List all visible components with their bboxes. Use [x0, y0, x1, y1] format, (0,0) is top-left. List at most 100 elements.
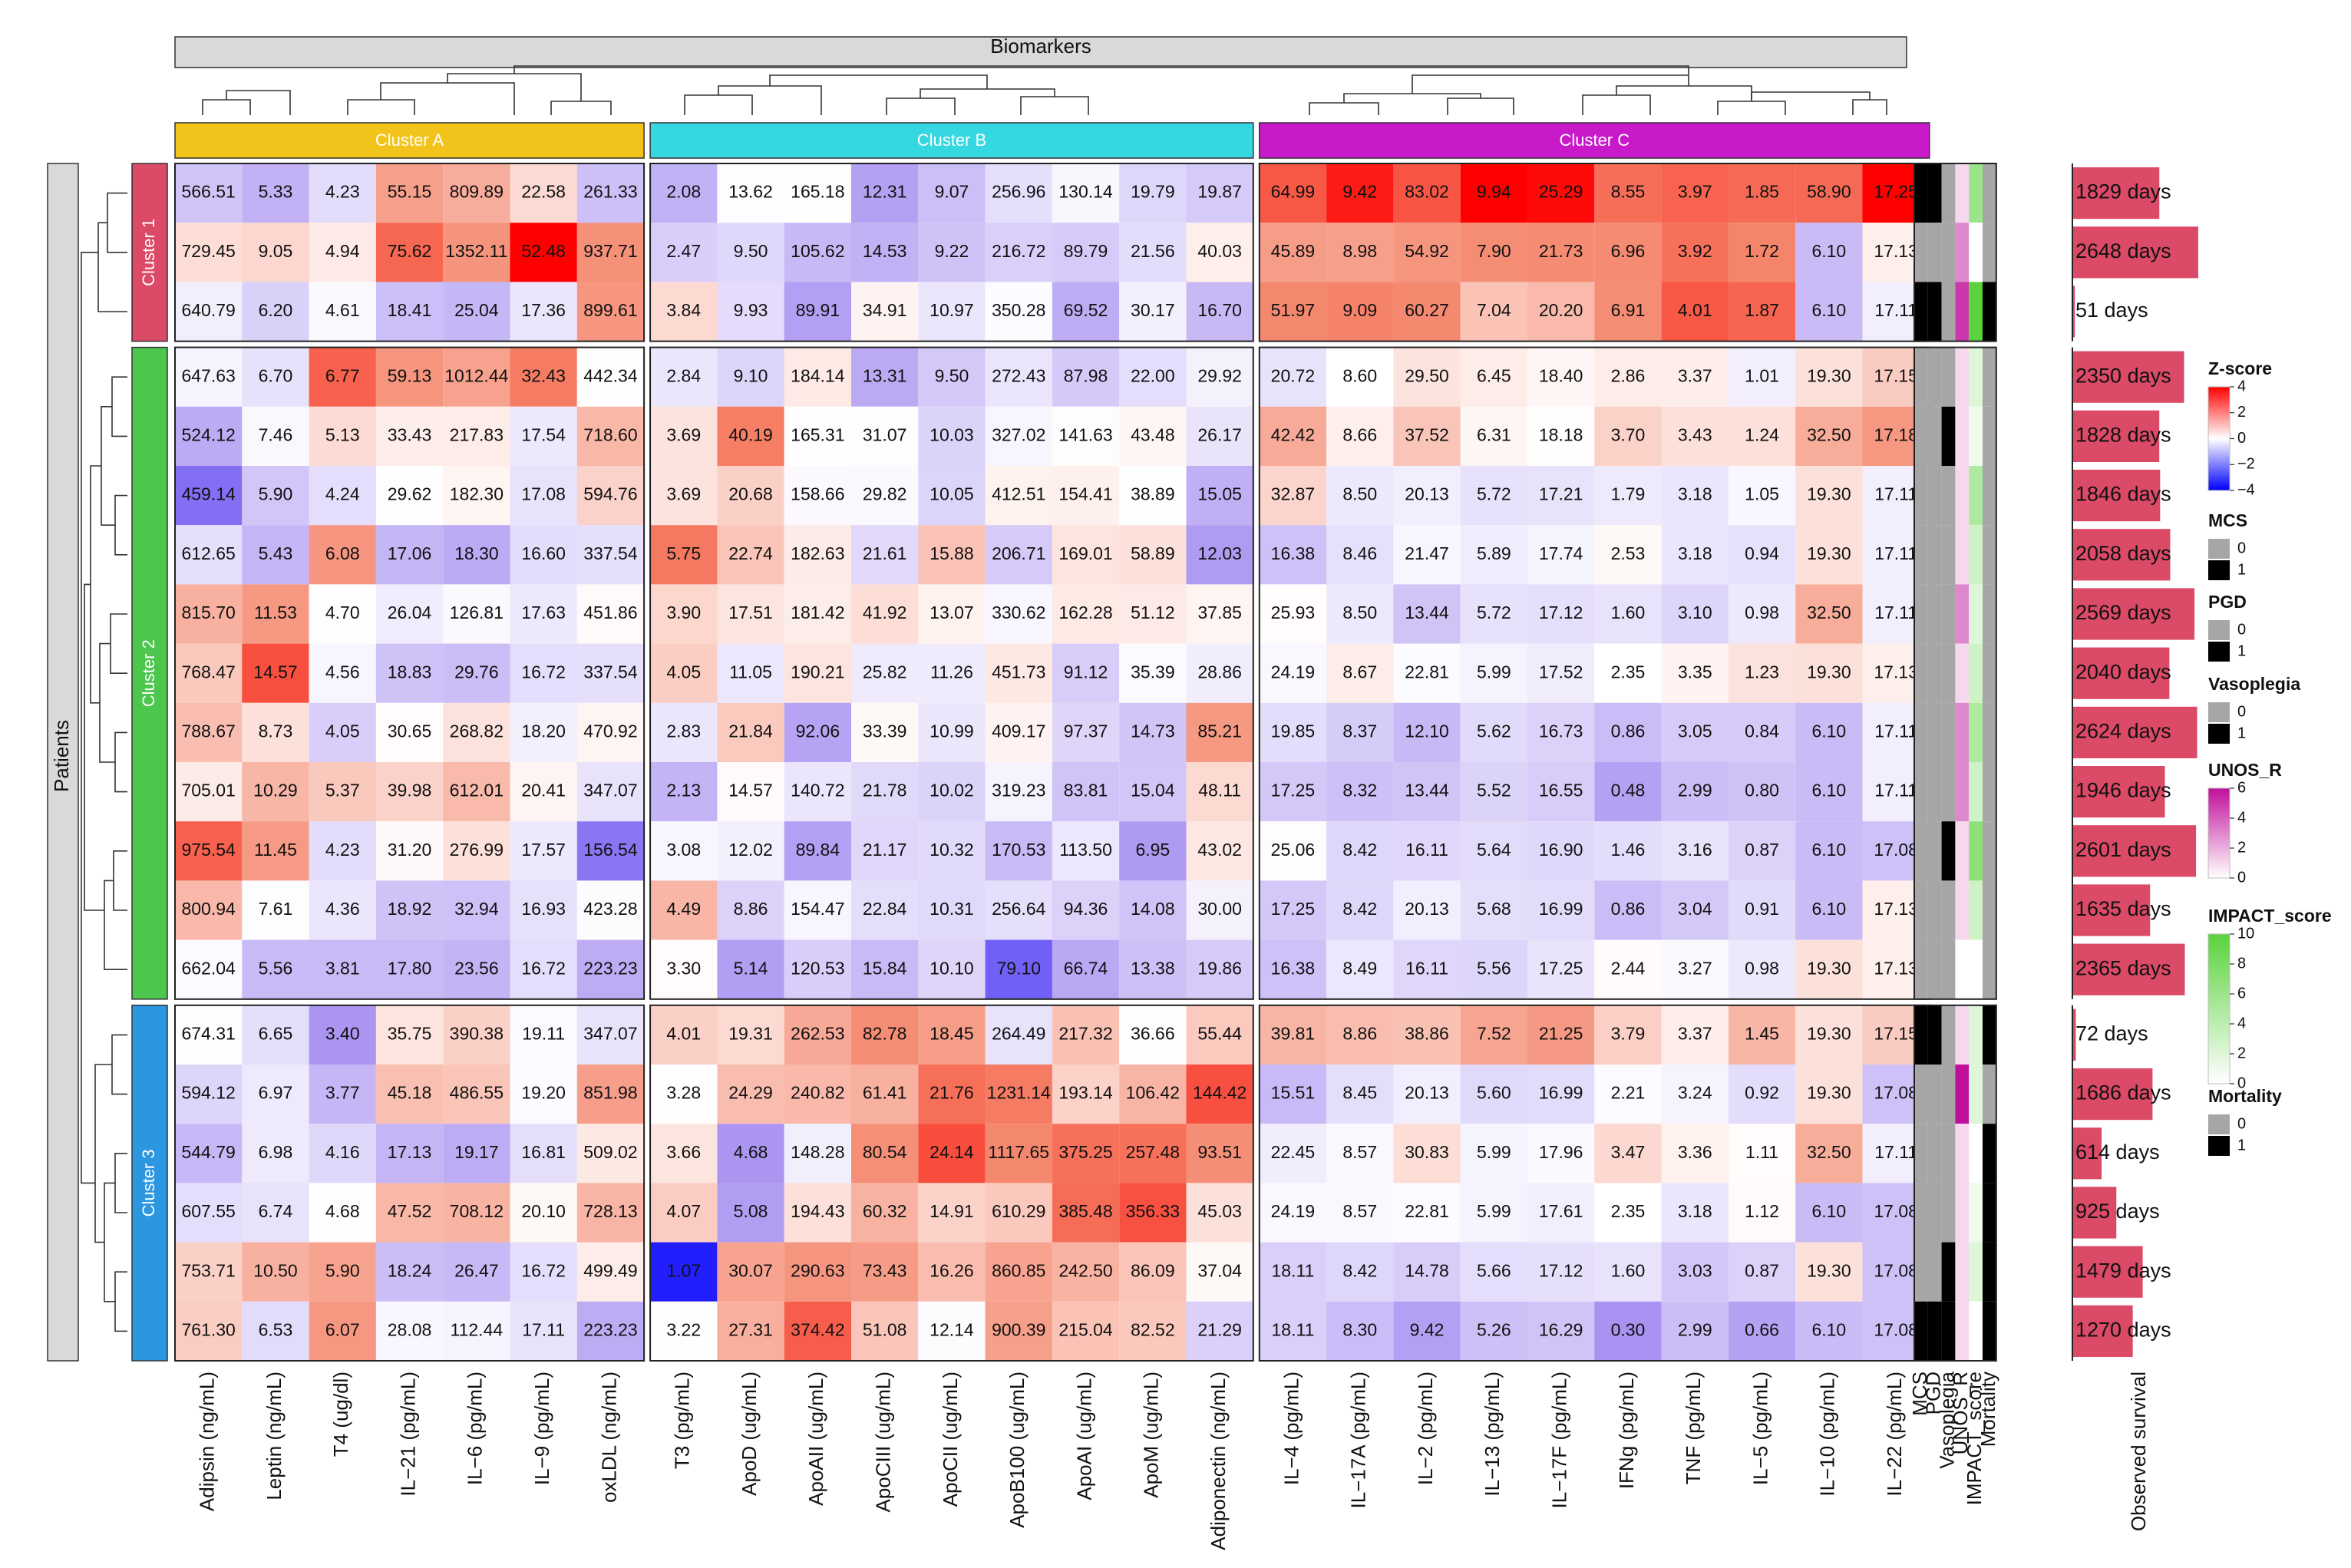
heatmap-cell-value: 3.08 — [666, 840, 701, 860]
heatmap-cell — [1795, 347, 1863, 407]
heatmap-cell-value: 705.01 — [181, 781, 235, 801]
annotation-cell — [1927, 223, 1942, 282]
annotation-cell — [1941, 1065, 1956, 1124]
heatmap-cell — [918, 223, 986, 282]
column-dendrogram-branch — [1447, 97, 1514, 115]
heatmap-cell — [717, 821, 784, 881]
heatmap-cell — [1326, 466, 1394, 526]
column-dendrogram-branch — [718, 85, 822, 115]
survival-bar — [2072, 410, 2160, 462]
heatmap-cell-value: 0.48 — [1611, 781, 1646, 801]
annotation-cell — [1914, 1065, 1928, 1124]
heatmap-cell-value: 75.62 — [388, 241, 432, 261]
heatmap-cell — [1527, 702, 1595, 762]
legend-tick-label: 6 — [2237, 779, 2246, 796]
heatmap-cell-value: 17.08 — [1874, 1260, 1918, 1280]
heatmap-cell — [1527, 282, 1595, 342]
heatmap-cell — [1326, 584, 1394, 644]
heatmap-cell — [1119, 762, 1187, 822]
heatmap-cell-value: 17.25 — [1271, 899, 1316, 919]
heatmap-cell-value: 6.98 — [259, 1142, 293, 1162]
heatmap-cell-value: 22.81 — [1405, 1201, 1449, 1221]
heatmap-cell-value: 5.64 — [1477, 840, 1511, 860]
heatmap-cell-value: 20.13 — [1405, 899, 1449, 919]
heatmap-cell — [510, 282, 577, 342]
annotation-cell — [1983, 821, 1996, 881]
heatmap-cell — [375, 1242, 444, 1302]
heatmap-cell — [510, 1183, 577, 1243]
heatmap-cell — [175, 584, 243, 644]
heatmap-cell-value: 4.24 — [325, 484, 360, 504]
heatmap-cell-value: 13.62 — [728, 182, 773, 202]
heatmap-cell-value: 1.79 — [1611, 484, 1646, 504]
heatmap-cell-value: 4.56 — [325, 662, 360, 682]
annotation-cell — [1941, 223, 1956, 282]
heatmap-cell — [1052, 702, 1120, 762]
heatmap-cell — [175, 466, 243, 526]
heatmap-cell-value: 8.32 — [1342, 781, 1377, 801]
legend-level-label: 1 — [2237, 725, 2246, 741]
heatmap-cell-value: 8.67 — [1342, 662, 1377, 682]
heatmap-cell — [918, 466, 986, 526]
heatmap-cell-value: 5.62 — [1477, 721, 1511, 741]
heatmap-cell-value: 25.82 — [863, 662, 907, 682]
heatmap-cell-value: 6.10 — [1811, 840, 1846, 860]
heatmap-cell-value: 11.26 — [930, 662, 973, 682]
row-dendrogram-branch — [111, 376, 127, 437]
heatmap-cell-value: 30.07 — [728, 1260, 773, 1280]
annotation-cell — [1927, 1183, 1942, 1243]
heatmap-cell-value: 1.23 — [1745, 662, 1779, 682]
heatmap-cell — [1186, 525, 1253, 585]
heatmap-cell — [1594, 1242, 1662, 1302]
heatmap-cell — [1186, 584, 1253, 644]
heatmap-cell — [375, 939, 444, 999]
heatmap-cell — [175, 643, 243, 703]
survival-bar — [2072, 529, 2171, 581]
heatmap-cell-value: 0.86 — [1611, 721, 1646, 741]
heatmap-cell-value: 194.43 — [791, 1201, 844, 1221]
heatmap-cell — [717, 466, 784, 526]
heatmap-cell — [242, 821, 309, 881]
heatmap-cell-value: 17.11 — [1874, 1142, 1917, 1162]
heatmap-cell-value: 2.53 — [1611, 543, 1646, 563]
heatmap-cell — [1259, 1124, 1327, 1183]
heatmap-cell-value: 130.14 — [1058, 182, 1113, 202]
legend-tick-label: 4 — [2237, 809, 2246, 826]
heatmap-cell — [1661, 1005, 1729, 1065]
heatmap-cell-value: 40.19 — [728, 424, 773, 444]
heatmap-cell — [918, 584, 986, 644]
heatmap-cell-value: 12.31 — [863, 182, 907, 202]
survival-label: 1270 days — [2075, 1319, 2171, 1342]
heatmap-cell — [784, 1124, 851, 1183]
heatmap-cell — [1527, 466, 1595, 526]
heatmap-cell — [443, 1301, 510, 1361]
heatmap-cell — [1661, 702, 1729, 762]
annotation-cell — [1983, 1301, 1996, 1361]
heatmap-cell-value: 32.50 — [1807, 1142, 1851, 1162]
column-label: T4 (ug/dl) — [329, 1372, 352, 1457]
annotation-cell — [1955, 939, 1970, 999]
heatmap-cell-value: 3.03 — [1678, 1260, 1712, 1280]
heatmap-cell-value: 6.07 — [325, 1319, 360, 1339]
heatmap-cell-value: 16.81 — [521, 1142, 566, 1162]
heatmap-cell-value: 10.99 — [930, 721, 974, 741]
heatmap-cell-value: 2.44 — [1611, 958, 1646, 978]
heatmap-cell-value: 32.94 — [454, 899, 499, 919]
heatmap-cell — [1661, 584, 1729, 644]
heatmap-cell-value: 860.85 — [992, 1260, 1045, 1280]
heatmap-cell — [1460, 584, 1527, 644]
heatmap-cell — [1460, 1005, 1527, 1065]
heatmap-cell — [1661, 643, 1729, 703]
legend-swatch — [2208, 560, 2230, 580]
survival-label: 2040 days — [2075, 660, 2171, 683]
heatmap-cell-value: 5.33 — [259, 182, 293, 202]
heatmap-cell — [576, 525, 645, 585]
heatmap-cell — [717, 525, 784, 585]
annotation-cell — [1914, 880, 1928, 940]
heatmap-cell-value: 35.39 — [1131, 662, 1175, 682]
survival-label: 51 days — [2075, 299, 2148, 322]
heatmap-cell — [1393, 525, 1461, 585]
heatmap-cell — [1594, 880, 1662, 940]
row-dendrogram-branch — [114, 731, 127, 793]
heatmap-cell-value: 6.74 — [259, 1201, 293, 1221]
